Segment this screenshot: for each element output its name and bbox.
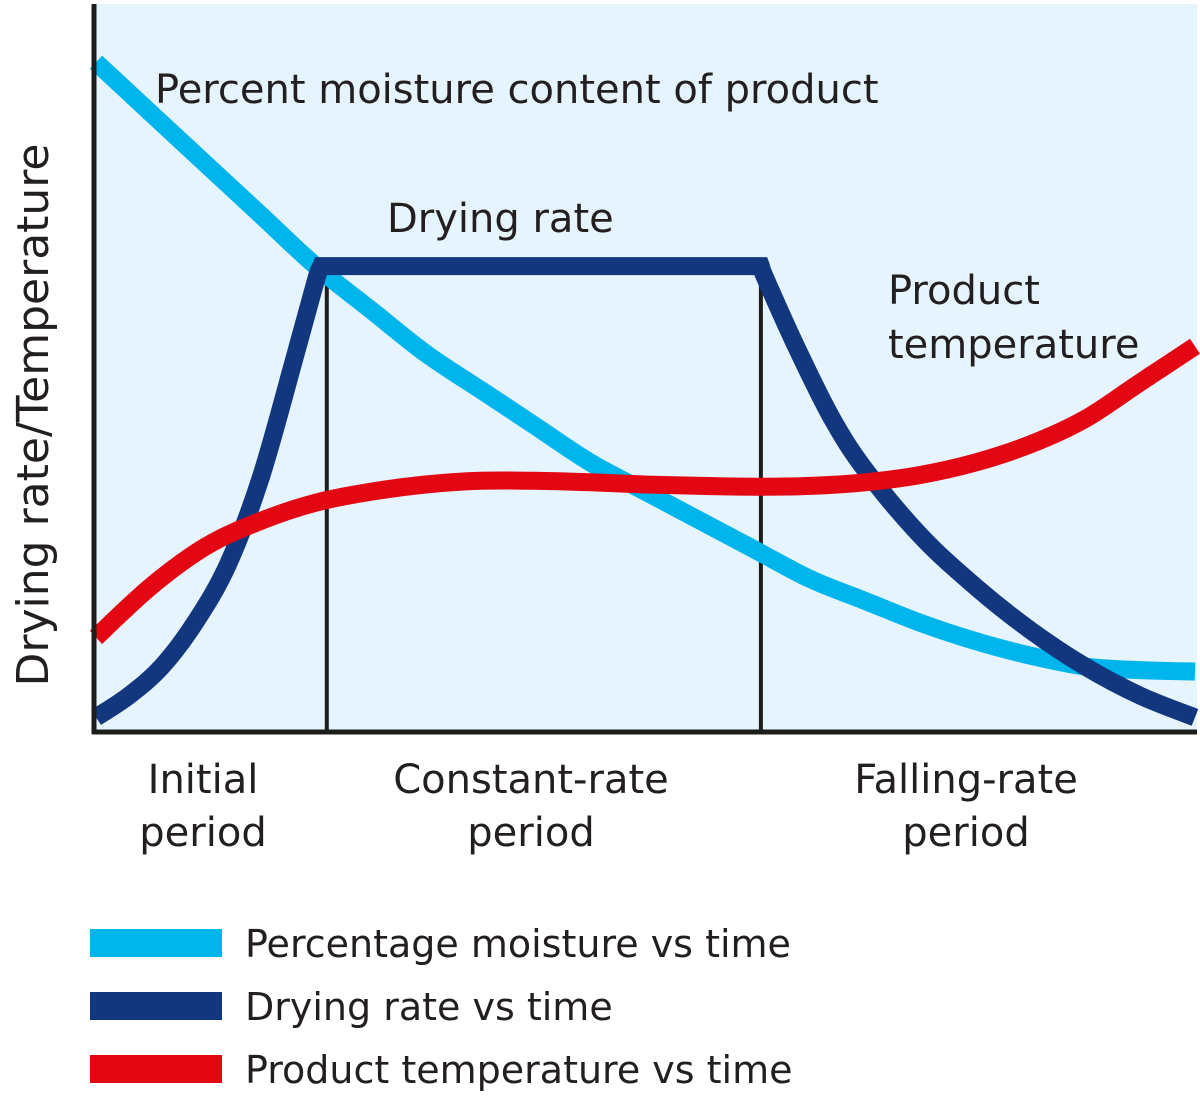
period-label: Falling-rate: [854, 757, 1078, 803]
series-line-drying-rate-vs-time: [91, 257, 1199, 726]
period-label: Initial: [148, 757, 259, 803]
legend-swatch: [90, 992, 222, 1020]
legend-label: Drying rate vs time: [245, 985, 613, 1029]
legend-item: Percentage moisture vs time: [90, 922, 791, 966]
y-axis-label: Drying rate/Temperature: [8, 144, 59, 687]
annotation-drying-rate: Drying rate: [387, 196, 614, 242]
legend-item: Drying rate vs time: [90, 985, 613, 1029]
period-label: Constant-rate: [393, 757, 669, 803]
annotation-temperature-line1: Product: [888, 268, 1040, 314]
annotation-moisture: Percent moisture content of product: [155, 67, 879, 113]
legend-label: Percentage moisture vs time: [245, 922, 791, 966]
annotation-temperature-line2: temperature: [888, 322, 1139, 368]
legend-swatch: [90, 929, 222, 957]
period-label-sub: period: [902, 810, 1029, 856]
period-label-sub: period: [139, 810, 266, 856]
legend-item: Product temperature vs time: [90, 1048, 793, 1092]
period-label-sub: period: [467, 810, 594, 856]
legend-label: Product temperature vs time: [245, 1048, 793, 1092]
series-line-product-temperature-vs-time: [89, 338, 1200, 645]
legend-swatch: [90, 1055, 222, 1083]
